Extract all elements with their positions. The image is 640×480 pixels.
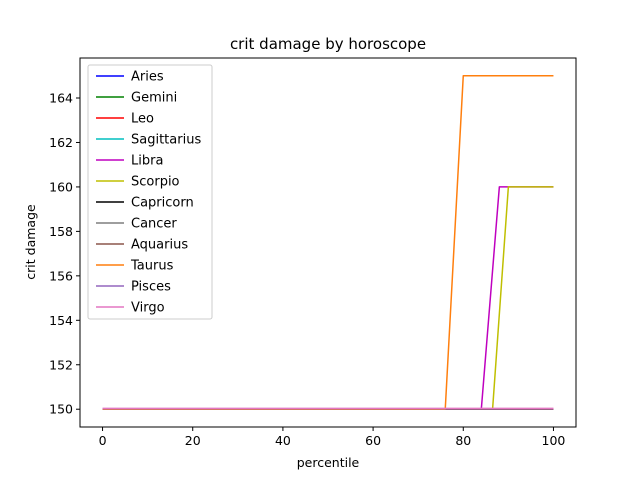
y-tick-label: 150 — [49, 402, 73, 417]
y-tick-label: 154 — [49, 313, 73, 328]
legend-label: Libra — [131, 154, 163, 169]
x-tick-label: 60 — [365, 433, 381, 448]
legend-label: Aries — [131, 70, 164, 85]
y-axis-label: crit damage — [23, 204, 38, 280]
y-tick-label: 158 — [49, 224, 73, 239]
legend-label: Pisces — [131, 280, 171, 295]
legend-label: Taurus — [130, 259, 174, 274]
legend-label: Capricorn — [131, 196, 194, 211]
legend-label: Gemini — [131, 91, 177, 106]
y-axis-ticks: 150 152 154 156 158 160 162 164 — [49, 91, 80, 417]
series-lines — [102, 75, 554, 410]
legend-label: Aquarius — [131, 238, 188, 253]
legend-label: Virgo — [131, 301, 165, 316]
legend-label: Scorpio — [131, 175, 180, 190]
plot-area — [79, 57, 577, 428]
y-tick-label: 160 — [49, 179, 73, 194]
legend: Aries Gemini Leo Sagittarius Libra Scorpio Cap… — [87, 64, 213, 320]
y-tick-label: 164 — [49, 91, 73, 106]
x-tick-label: 0 — [99, 433, 107, 448]
legend-label: Sagittarius — [131, 133, 201, 148]
y-tick-label: 162 — [49, 135, 73, 150]
x-axis-ticks: 0 20 40 60 80 100 — [99, 427, 566, 448]
x-tick-label: 20 — [185, 433, 201, 448]
x-axis-label: percentile — [297, 455, 360, 470]
x-tick-label: 100 — [542, 433, 566, 448]
legend-box — [87, 64, 213, 320]
legend-label: Cancer — [131, 217, 177, 232]
legend-label: Leo — [131, 112, 154, 127]
x-tick-label: 40 — [275, 433, 291, 448]
x-tick-label: 80 — [455, 433, 471, 448]
chart-title: crit damage by horoscope — [230, 35, 426, 53]
y-tick-label: 156 — [49, 268, 73, 283]
y-tick-label: 152 — [49, 357, 73, 372]
